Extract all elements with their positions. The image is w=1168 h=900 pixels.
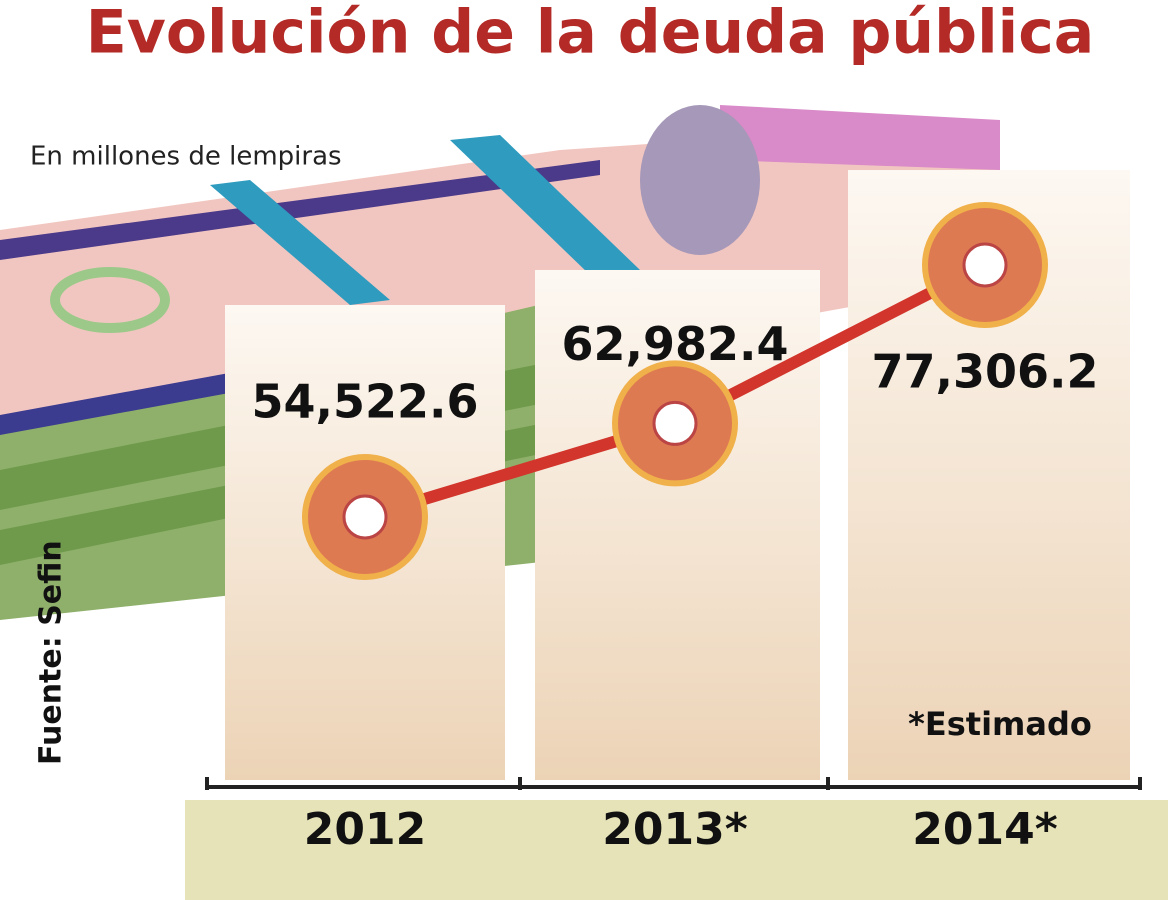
- note: *Estimado: [908, 705, 1092, 743]
- value-label: 62,982.4: [562, 317, 789, 371]
- value-label: 54,522.6: [252, 375, 479, 429]
- x-tick-label: 2012: [304, 804, 426, 855]
- marker: [652, 400, 698, 446]
- marker: [342, 494, 388, 540]
- category-band: [185, 800, 1168, 900]
- chart-title: Evolución de la deuda pública: [86, 0, 1095, 68]
- x-tick-label: 2014*: [912, 804, 1057, 855]
- subtitle: En millones de lempiras: [30, 142, 342, 172]
- panel: [535, 270, 820, 780]
- value-label: 77,306.2: [872, 345, 1099, 399]
- marker: [962, 242, 1008, 288]
- x-axis: [205, 777, 1142, 790]
- x-tick-label: 2013*: [602, 804, 747, 855]
- source: Fuente: Sefin: [34, 540, 69, 765]
